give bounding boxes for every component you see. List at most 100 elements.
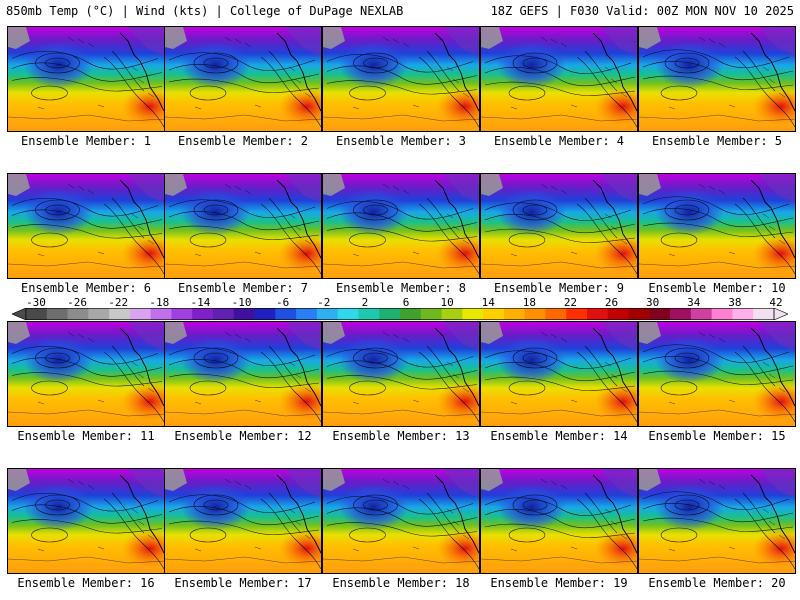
colorbar-segment — [649, 308, 671, 320]
colorbar-tick-label: 2 — [361, 296, 369, 309]
colorbar-tick-label: 18 — [522, 296, 536, 309]
colorbar-tick-label: 10 — [440, 296, 454, 309]
ensemble-member-label: Ensemble Member: 4 — [493, 134, 625, 148]
colorbar-tick-label: 30 — [646, 296, 660, 309]
colorbar-segment — [545, 308, 567, 320]
colorbar-segment — [670, 308, 692, 320]
model-run-info: 18Z GEFS | F030 Valid: 00Z MON NOV 10 20… — [490, 4, 794, 18]
temperature-colorbar — [12, 308, 788, 320]
colorbar-segment — [400, 308, 422, 320]
ensemble-member-map — [322, 321, 480, 427]
ensemble-member-label: Ensemble Member: 7 — [177, 281, 309, 295]
ensemble-member-map — [164, 173, 322, 279]
colorbar-tick-label: -6 — [276, 296, 290, 309]
colorbar-segment — [503, 308, 526, 320]
colorbar-segment — [753, 308, 775, 320]
ensemble-member-map — [164, 468, 322, 574]
colorbar-segment — [711, 308, 733, 320]
colorbar-segment — [129, 308, 152, 320]
colorbar-segment — [483, 308, 505, 320]
ensemble-member-label: Ensemble Member: 3 — [335, 134, 467, 148]
colorbar-segment — [213, 308, 235, 320]
colorbar-tick-label: 42 — [769, 296, 783, 309]
colorbar-segment — [67, 308, 89, 320]
colorbar-segment — [441, 308, 463, 320]
colorbar-segment — [192, 308, 214, 320]
ensemble-member-label: Ensemble Member: 2 — [177, 134, 309, 148]
colorbar-segment — [171, 308, 193, 320]
colorbar-tick-label: -22 — [108, 296, 129, 309]
colorbar-tick-label: 22 — [563, 296, 578, 309]
colorbar-segment — [358, 308, 380, 320]
map-title: 850mb Temp (°C) | Wind (kts) | College o… — [6, 4, 404, 18]
colorbar-segment — [109, 308, 131, 320]
colorbar-tick-label: -14 — [190, 296, 211, 309]
colorbar-tick-label: -18 — [149, 296, 170, 309]
ensemble-member-label: Ensemble Member: 12 — [174, 429, 312, 443]
colorbar-segment — [275, 308, 297, 320]
colorbar-segment — [150, 308, 172, 320]
ensemble-member-map — [638, 173, 796, 279]
ensemble-member-label: Ensemble Member: 16 — [17, 576, 155, 590]
ensemble-member-label: Ensemble Member: 17 — [174, 576, 312, 590]
colorbar-segment — [26, 308, 48, 320]
ensemble-member-label: Ensemble Member: 11 — [17, 429, 155, 443]
colorbar-tick-label: 14 — [481, 296, 495, 309]
colorbar-tick-label: -26 — [67, 296, 88, 309]
colorbar-segment — [628, 308, 650, 320]
colorbar-tick-label: 38 — [728, 296, 742, 309]
ensemble-member-label: Ensemble Member: 14 — [490, 429, 628, 443]
ensemble-member-label: Ensemble Member: 20 — [648, 576, 786, 590]
colorbar-segment — [587, 308, 609, 320]
colorbar-tick-label: 26 — [604, 296, 619, 309]
ensemble-member-label: Ensemble Member: 1 — [20, 134, 152, 148]
colorbar-segment — [524, 308, 546, 320]
ensemble-member-map — [7, 468, 165, 574]
ensemble-member-label: Ensemble Member: 6 — [20, 281, 152, 295]
colorbar-segment — [337, 308, 359, 320]
colorbar-segment — [732, 308, 754, 320]
ensemble-member-map — [322, 26, 480, 132]
colorbar-segment — [420, 308, 443, 320]
ensemble-member-map — [638, 468, 796, 574]
ensemble-member-label: Ensemble Member: 13 — [332, 429, 470, 443]
colorbar-segment — [607, 308, 630, 320]
ensemble-member-label: Ensemble Member: 15 — [648, 429, 786, 443]
colorbar-tick-label: -2 — [317, 296, 331, 309]
ensemble-member-map — [480, 26, 638, 132]
colorbar-segment — [88, 308, 110, 320]
ensemble-member-map — [164, 321, 322, 427]
ensemble-member-map — [480, 468, 638, 574]
colorbar-segment — [233, 308, 256, 320]
colorbar-tick-label: 6 — [402, 296, 410, 309]
colorbar-segment — [566, 308, 588, 320]
colorbar-high-arrow — [773, 308, 788, 320]
colorbar-segment — [690, 308, 713, 320]
ensemble-member-map — [7, 173, 165, 279]
ensemble-member-label: Ensemble Member: 19 — [490, 576, 628, 590]
colorbar-segment — [379, 308, 401, 320]
colorbar-segment — [46, 308, 69, 320]
colorbar-outline — [25, 308, 775, 320]
colorbar-segment — [462, 308, 484, 320]
ensemble-member-label: Ensemble Member: 10 — [648, 281, 786, 295]
ensemble-member-label: Ensemble Member: 5 — [651, 134, 783, 148]
ensemble-member-label: Ensemble Member: 8 — [335, 281, 467, 295]
colorbar-segment — [296, 308, 318, 320]
ensemble-member-label: Ensemble Member: 18 — [332, 576, 470, 590]
colorbar-tick-label: -10 — [231, 296, 252, 309]
colorbar-low-arrow — [12, 308, 27, 320]
ensemble-member-map — [480, 321, 638, 427]
ensemble-member-map — [322, 173, 480, 279]
colorbar-segment — [316, 308, 339, 320]
ensemble-member-map — [638, 321, 796, 427]
colorbar-tick-label: -30 — [26, 296, 46, 309]
colorbar-tick-label: 34 — [687, 296, 701, 309]
ensemble-member-map — [7, 26, 165, 132]
ensemble-member-map — [638, 26, 796, 132]
ensemble-member-map — [480, 173, 638, 279]
ensemble-member-label: Ensemble Member: 9 — [493, 281, 625, 295]
ensemble-member-map — [322, 468, 480, 574]
ensemble-member-map — [7, 321, 165, 427]
ensemble-member-map — [164, 26, 322, 132]
